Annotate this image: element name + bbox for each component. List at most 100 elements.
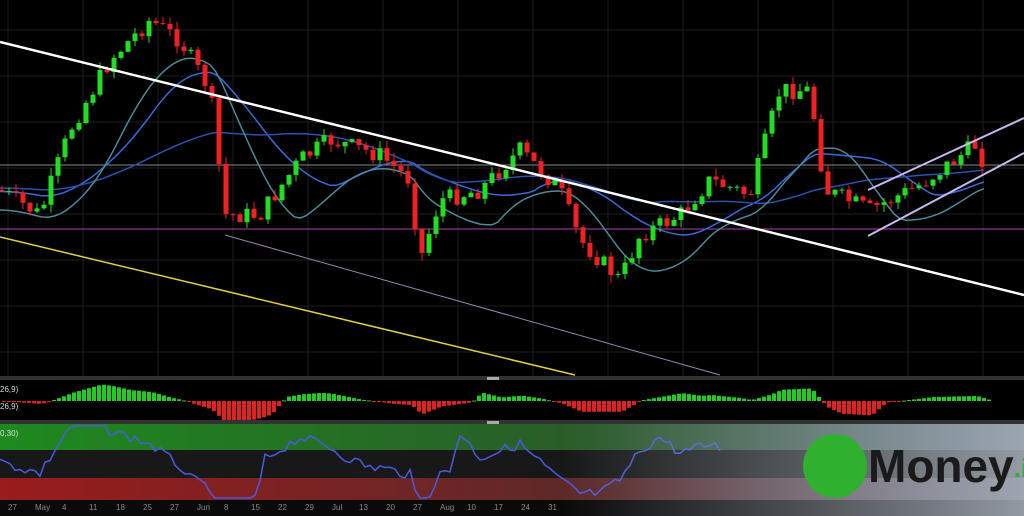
candle-body	[391, 160, 397, 166]
macd-bar	[207, 401, 211, 409]
candle-body	[111, 57, 117, 73]
macd-bar	[432, 401, 436, 410]
candles	[0, 17, 985, 283]
candle-body	[146, 20, 152, 37]
macd-bar	[927, 397, 931, 401]
macd-bar	[567, 401, 571, 407]
macd-bar	[757, 398, 761, 401]
candle-body	[776, 96, 782, 111]
candle-body	[594, 256, 600, 266]
macd-bar	[552, 401, 556, 402]
macd-bar	[417, 401, 421, 412]
candle-body	[475, 192, 481, 199]
macd-bar	[812, 390, 816, 401]
candle-body	[433, 216, 439, 234]
macd-bar	[897, 401, 901, 402]
candle-body	[930, 179, 936, 186]
macd-bar	[12, 401, 16, 402]
macd-bar	[477, 395, 481, 401]
macd-bar	[947, 396, 951, 401]
macd-bar	[47, 401, 51, 402]
candle-body	[601, 256, 607, 266]
candle-body	[223, 163, 229, 215]
divider	[0, 376, 1024, 380]
candle-body	[83, 102, 89, 123]
macd-bar	[902, 400, 906, 402]
macd-bar	[77, 391, 81, 401]
macd-bar	[377, 401, 381, 402]
macd-bar	[737, 397, 741, 401]
candle-body	[636, 238, 642, 259]
macd-bar	[622, 401, 626, 411]
candle-body	[685, 207, 691, 211]
candle-body	[916, 185, 922, 189]
macd-bar	[677, 393, 681, 401]
macd-bar	[132, 390, 136, 401]
macd-bar	[822, 401, 826, 404]
macd-bar	[787, 389, 791, 401]
macd-bar	[332, 394, 336, 401]
candle-body	[811, 86, 817, 120]
logo-circle	[803, 434, 867, 498]
candle-body	[804, 86, 810, 92]
macd-bar	[517, 395, 521, 401]
candle-body	[720, 179, 726, 187]
candle-body	[62, 138, 68, 158]
logo-suffix: .it	[1014, 453, 1024, 483]
macd-bar	[687, 394, 691, 401]
macd-bar	[557, 401, 561, 403]
candle-body	[125, 41, 131, 52]
macd-bar	[157, 394, 161, 401]
candle-body	[132, 33, 138, 42]
macd-bar	[692, 394, 696, 401]
candle-body	[944, 161, 950, 176]
macd-bar	[872, 401, 876, 414]
candle-body	[398, 165, 404, 171]
macd-bar	[617, 401, 621, 412]
macd-bar	[97, 385, 101, 401]
macd-bar	[592, 401, 596, 412]
macd-bar	[222, 401, 226, 421]
macd-bar	[972, 395, 976, 401]
macd-bar	[542, 399, 546, 401]
macd-bar	[667, 395, 671, 401]
candle-body	[517, 142, 523, 156]
macd-bar	[977, 396, 981, 401]
candle-body	[923, 185, 929, 187]
macd-bar	[917, 398, 921, 401]
candle-body	[181, 46, 187, 52]
macd-bar	[202, 401, 206, 407]
macd-bar	[747, 399, 751, 401]
candle-body	[832, 189, 838, 195]
macd-bar	[22, 401, 26, 403]
macd-bar	[227, 401, 231, 424]
candle-body	[909, 188, 915, 190]
macd-bar	[857, 401, 861, 415]
macd-bar	[832, 401, 836, 411]
candle-body	[545, 175, 551, 186]
macd-bar	[357, 399, 361, 401]
candle-body	[818, 119, 824, 172]
macd-bar	[397, 401, 401, 405]
macd-bar	[452, 401, 456, 405]
candle-body	[265, 196, 271, 220]
macd-bar	[327, 393, 331, 401]
channel-line	[867, 117, 1024, 191]
candle-body	[538, 160, 544, 176]
macd-panel	[2, 384, 991, 424]
channel-line	[867, 152, 1024, 237]
candle-body	[293, 160, 299, 175]
macd-bar	[32, 401, 36, 404]
macd-bar	[177, 399, 181, 401]
candle-body	[678, 207, 684, 220]
macd-bar	[817, 396, 821, 401]
macd-bar	[937, 396, 941, 401]
macd-bar	[67, 394, 71, 401]
macd-bar	[762, 396, 766, 401]
macd-bar	[37, 401, 41, 404]
macd-bar	[532, 397, 536, 401]
macd-bar	[952, 396, 956, 401]
candle-body	[657, 218, 663, 226]
candle-body	[286, 174, 292, 185]
macd-bar	[237, 401, 241, 423]
